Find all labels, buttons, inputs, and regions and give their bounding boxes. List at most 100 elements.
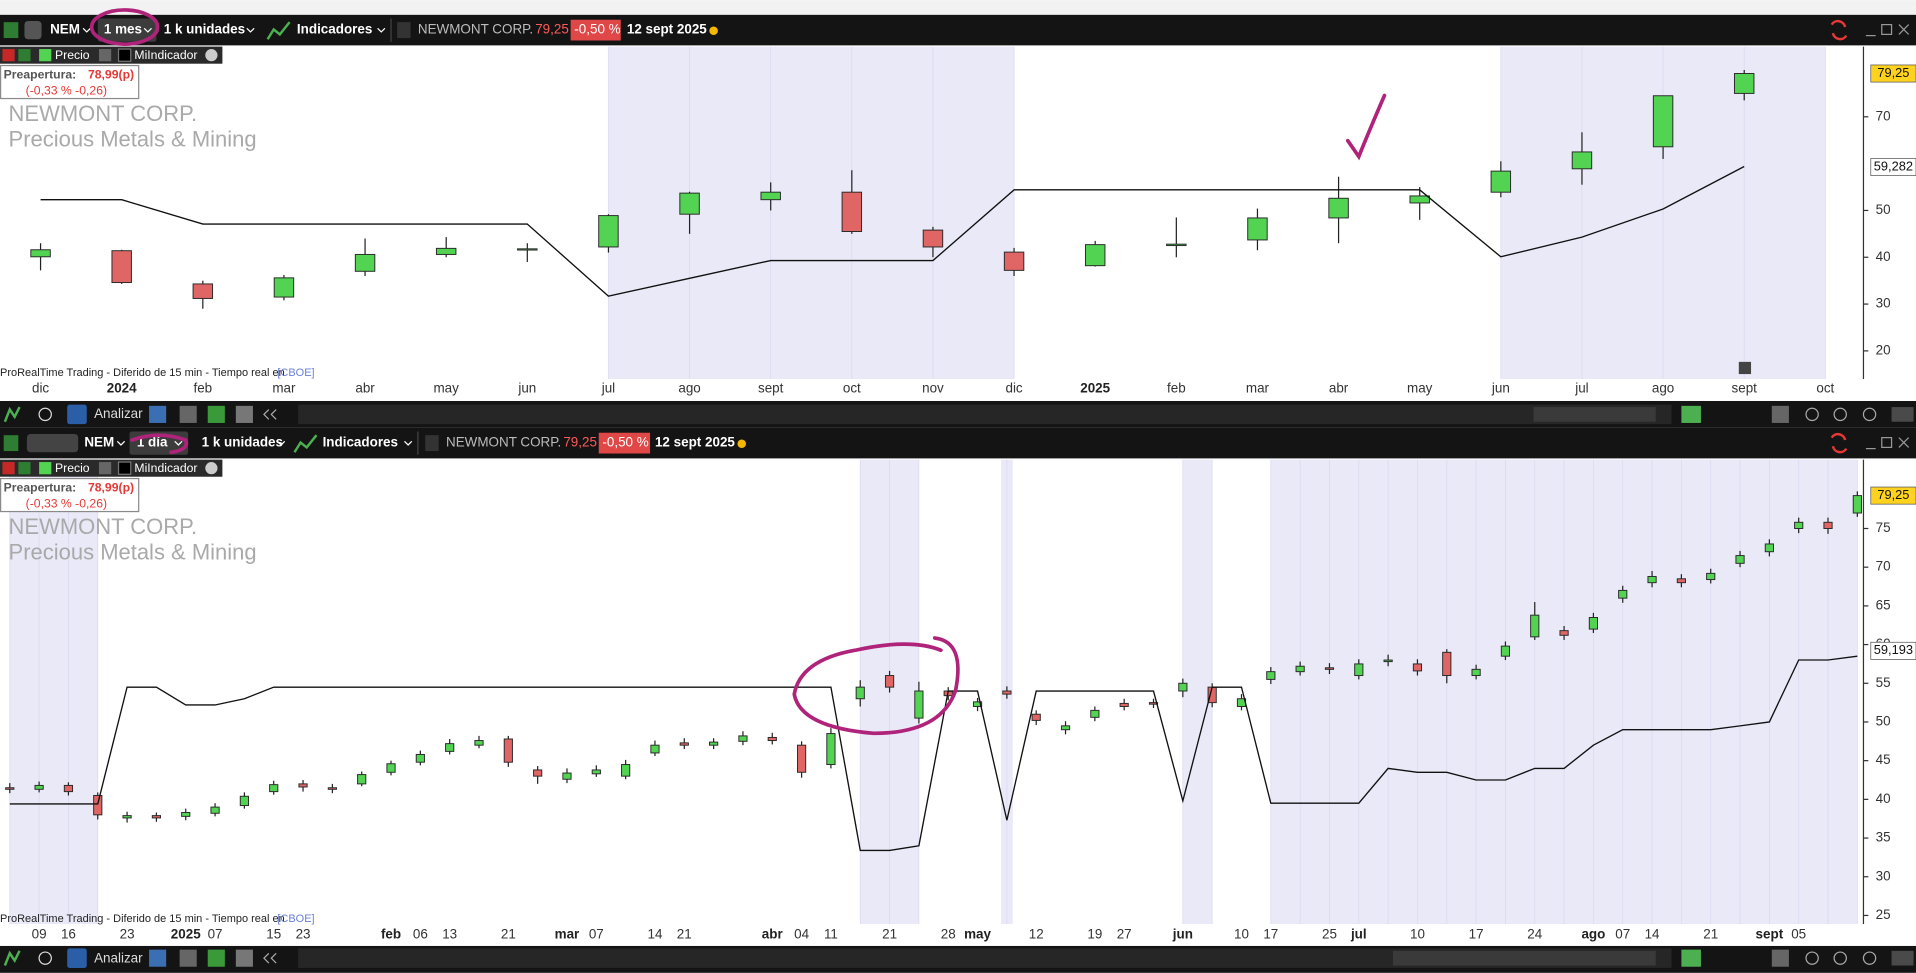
icon[interactable] [3, 22, 19, 39]
candle-body [1166, 243, 1187, 247]
shaded-region [1581, 46, 1664, 379]
candle-body [826, 733, 836, 766]
annotation-mark [130, 433, 189, 455]
tool-icon[interactable] [1771, 405, 1789, 423]
toolbar: NEM 1 día 1 k unidades Indicadores NEWMO… [0, 427, 1916, 459]
tool-icon[interactable] [1681, 405, 1701, 423]
icon[interactable] [2, 462, 15, 475]
legend-price[interactable]: Precio [55, 461, 90, 475]
tool-icon[interactable] [1891, 407, 1914, 422]
y-tick-label: 40 [1876, 249, 1891, 264]
sync-icon[interactable] [1830, 432, 1848, 454]
tool-icon[interactable] [207, 949, 225, 967]
tool-icon[interactable] [1681, 949, 1701, 967]
arrow [246, 27, 255, 33]
share-icon[interactable] [38, 407, 52, 422]
analyze[interactable]: Analizar [94, 950, 143, 965]
candle-body [1647, 575, 1657, 584]
remove-icon[interactable] [205, 462, 218, 475]
timeframe-box[interactable] [97, 18, 157, 42]
change-box [598, 432, 651, 454]
icon[interactable] [26, 433, 79, 453]
scroll-thumb[interactable] [1533, 407, 1656, 422]
tool-icon[interactable] [1891, 950, 1914, 966]
icon[interactable] [98, 462, 112, 475]
icon[interactable] [24, 20, 42, 40]
sync-icon[interactable] [1830, 19, 1848, 41]
x-tick-label: nov [922, 380, 944, 395]
x-tick-label: mar [555, 926, 580, 941]
indicator-icon[interactable] [293, 434, 318, 453]
shaded-region [1505, 459, 1535, 924]
candle-body [1471, 668, 1481, 677]
x-tick-label: 17 [1469, 926, 1484, 941]
icon[interactable] [18, 462, 31, 475]
zoom-icon[interactable] [1805, 951, 1819, 965]
info-icon[interactable] [425, 435, 439, 452]
symbol[interactable]: NEM [50, 22, 80, 37]
legend-indicator[interactable]: MiIndicador [134, 461, 197, 475]
candle-body [1003, 251, 1025, 271]
candle-body [1084, 244, 1106, 267]
analyze[interactable]: Analizar [94, 406, 143, 421]
icon[interactable] [98, 49, 112, 62]
units[interactable]: 1 k unidades [164, 22, 245, 37]
indicators[interactable]: Indicadores [323, 435, 398, 450]
icon[interactable] [2, 49, 15, 62]
footer-link[interactable]: [CBOE] [277, 367, 314, 379]
tool-icon[interactable] [179, 405, 197, 423]
tool-icon[interactable] [179, 949, 197, 967]
draw-icon[interactable] [3, 406, 21, 423]
maximize[interactable] [1881, 437, 1893, 449]
zoom-icon[interactable] [1805, 407, 1819, 422]
x-tick-label: abr [1329, 380, 1349, 395]
candle-body [445, 743, 455, 752]
scrollbar[interactable] [298, 404, 1672, 425]
units[interactable]: 1 k unidades [202, 435, 283, 450]
tool-icon[interactable] [207, 405, 225, 423]
candle-body [1119, 702, 1129, 707]
close[interactable] [1898, 437, 1910, 448]
zoom-in[interactable] [1862, 407, 1877, 422]
tool-icon[interactable] [235, 949, 253, 967]
candle-body [1571, 151, 1593, 170]
close[interactable] [1898, 24, 1910, 35]
zoom-out[interactable] [1833, 407, 1847, 422]
back-icon[interactable] [263, 952, 277, 964]
maximize[interactable] [1881, 23, 1893, 35]
zoom-in[interactable] [1862, 951, 1877, 965]
footer: ProRealTime Trading - Diferido de 15 min… [0, 367, 285, 379]
tool-icon[interactable] [1771, 949, 1789, 967]
tool-icon[interactable] [149, 405, 167, 423]
scroll-thumb[interactable] [1393, 950, 1656, 966]
legend-indicator[interactable]: MiIndicador [134, 48, 197, 62]
remove-icon[interactable] [205, 49, 218, 62]
event-icon[interactable] [1738, 361, 1752, 375]
footer-link[interactable]: [CBOE] [277, 913, 314, 925]
scrollbar[interactable] [298, 948, 1672, 968]
indicator-icon[interactable] [266, 21, 291, 40]
draw-icon[interactable] [3, 950, 21, 966]
x-tick-label: 11 [824, 926, 838, 941]
symbol[interactable]: NEM [84, 435, 114, 450]
x-tick-label: 07 [1615, 926, 1630, 941]
tool-icon[interactable] [149, 949, 167, 967]
x-tick-label: may [1407, 380, 1433, 395]
info-icon[interactable] [397, 22, 411, 39]
analyze-icon[interactable] [67, 404, 87, 425]
icon[interactable] [18, 49, 31, 62]
candle-body [650, 744, 660, 754]
back-icon[interactable] [263, 409, 277, 420]
timeframe[interactable]: 1 mes [104, 22, 142, 37]
share-icon[interactable] [38, 951, 52, 965]
timeframe[interactable]: 1 día [137, 435, 168, 450]
instrument-name: NEWMONT CORP. [418, 22, 533, 37]
zoom-out[interactable] [1833, 951, 1847, 965]
icon[interactable] [3, 435, 19, 452]
shaded-region [39, 459, 69, 924]
legend-price[interactable]: Precio [55, 48, 90, 62]
annotation-circle [89, 8, 160, 46]
tool-icon[interactable] [235, 405, 253, 423]
analyze-icon[interactable] [67, 948, 87, 968]
indicators[interactable]: Indicadores [297, 22, 372, 37]
